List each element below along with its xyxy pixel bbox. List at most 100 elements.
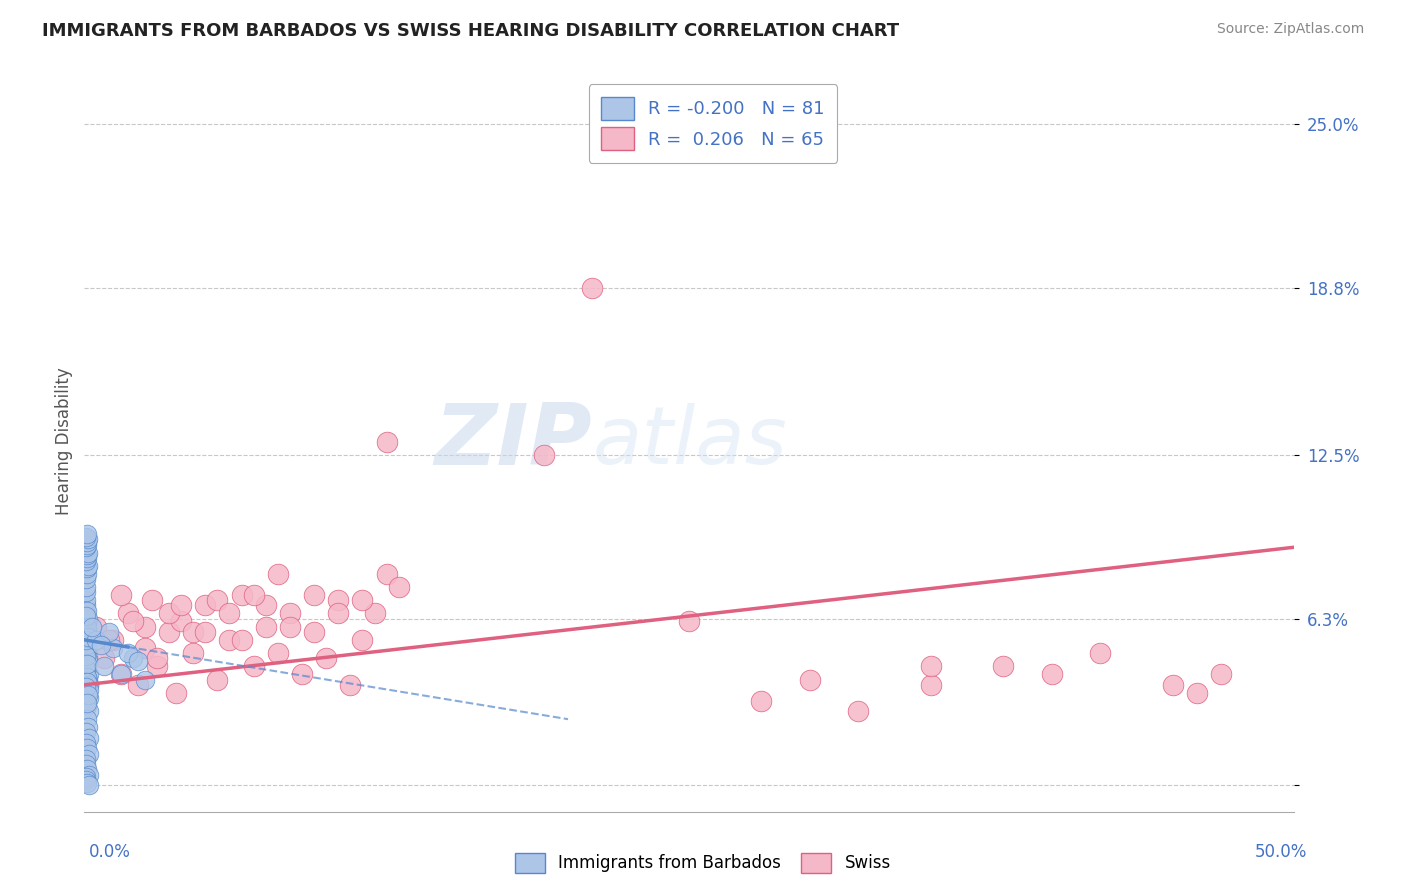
Point: [80, 619, 103, 633]
Point: [375, 566, 398, 581]
Point: [375, 434, 398, 449]
Point: [77, 612, 100, 626]
Point: [141, 593, 163, 607]
Point: [76, 624, 98, 639]
Point: [181, 624, 204, 639]
Point: [1040, 667, 1063, 681]
Point: [170, 599, 193, 613]
Point: [1088, 646, 1111, 660]
Point: [75, 752, 97, 766]
Point: [75, 632, 97, 647]
Point: [75, 757, 97, 772]
Point: [110, 667, 132, 681]
Point: [1209, 667, 1232, 681]
Point: [267, 646, 290, 660]
Point: [77, 651, 100, 665]
Text: 0.0%: 0.0%: [89, 843, 131, 861]
Point: [77, 704, 100, 718]
Point: [302, 588, 325, 602]
Point: [86, 619, 108, 633]
Point: [110, 667, 132, 681]
Point: [134, 619, 156, 633]
Point: [77, 673, 100, 687]
Point: [77, 667, 100, 681]
Point: [194, 599, 217, 613]
Point: [76, 741, 98, 756]
Point: [76, 627, 98, 641]
Point: [1185, 686, 1208, 700]
Point: [76, 535, 98, 549]
Point: [76, 657, 98, 671]
Point: [77, 720, 100, 734]
Point: [76, 619, 98, 633]
Point: [77, 533, 100, 547]
Point: [121, 615, 143, 629]
Point: [218, 607, 240, 621]
Point: [75, 665, 97, 679]
Point: [157, 607, 180, 621]
Point: [76, 640, 98, 655]
Point: [75, 572, 97, 586]
Point: [90, 638, 112, 652]
Point: [291, 667, 314, 681]
Point: [134, 673, 156, 687]
Point: [76, 775, 98, 789]
Point: [76, 646, 98, 660]
Point: [76, 615, 98, 629]
Point: [110, 588, 132, 602]
Point: [846, 704, 869, 718]
Point: [75, 541, 97, 555]
Text: Source: ZipAtlas.com: Source: ZipAtlas.com: [1216, 22, 1364, 37]
Point: [146, 651, 169, 665]
Point: [121, 651, 143, 665]
Point: [352, 593, 374, 607]
Point: [76, 675, 98, 690]
Point: [77, 630, 100, 644]
Point: [170, 615, 193, 629]
Point: [76, 638, 98, 652]
Point: [231, 588, 253, 602]
Legend: Immigrants from Barbados, Swiss: Immigrants from Barbados, Swiss: [509, 847, 897, 880]
Point: [75, 619, 97, 633]
Point: [920, 659, 942, 673]
Point: [75, 599, 97, 613]
Point: [231, 632, 253, 647]
Point: [75, 662, 97, 676]
Point: [181, 646, 204, 660]
Text: IMMIGRANTS FROM BARBADOS VS SWISS HEARING DISABILITY CORRELATION CHART: IMMIGRANTS FROM BARBADOS VS SWISS HEARIN…: [42, 22, 900, 40]
Point: [157, 624, 180, 639]
Point: [76, 670, 98, 684]
Point: [75, 772, 97, 787]
Point: [76, 538, 98, 552]
Point: [278, 607, 301, 621]
Point: [339, 678, 361, 692]
Point: [75, 530, 97, 544]
Point: [117, 646, 139, 660]
Point: [76, 763, 98, 777]
Point: [581, 281, 603, 295]
Point: [75, 609, 97, 624]
Point: [533, 448, 555, 462]
Point: [75, 580, 97, 594]
Point: [993, 659, 1015, 673]
Point: [278, 619, 301, 633]
Point: [76, 696, 98, 710]
Point: [77, 767, 100, 781]
Point: [103, 632, 125, 647]
Point: [76, 548, 98, 562]
Point: [920, 678, 942, 692]
Point: [363, 607, 385, 621]
Point: [134, 640, 156, 655]
Point: [93, 659, 115, 673]
Point: [77, 683, 100, 698]
Point: [75, 553, 97, 567]
Point: [97, 632, 120, 647]
Point: [218, 632, 240, 647]
Point: [76, 686, 98, 700]
Point: [127, 678, 149, 692]
Point: [76, 698, 98, 713]
Point: [328, 593, 350, 607]
Point: [76, 604, 98, 618]
Point: [77, 731, 100, 745]
Point: [76, 712, 98, 726]
